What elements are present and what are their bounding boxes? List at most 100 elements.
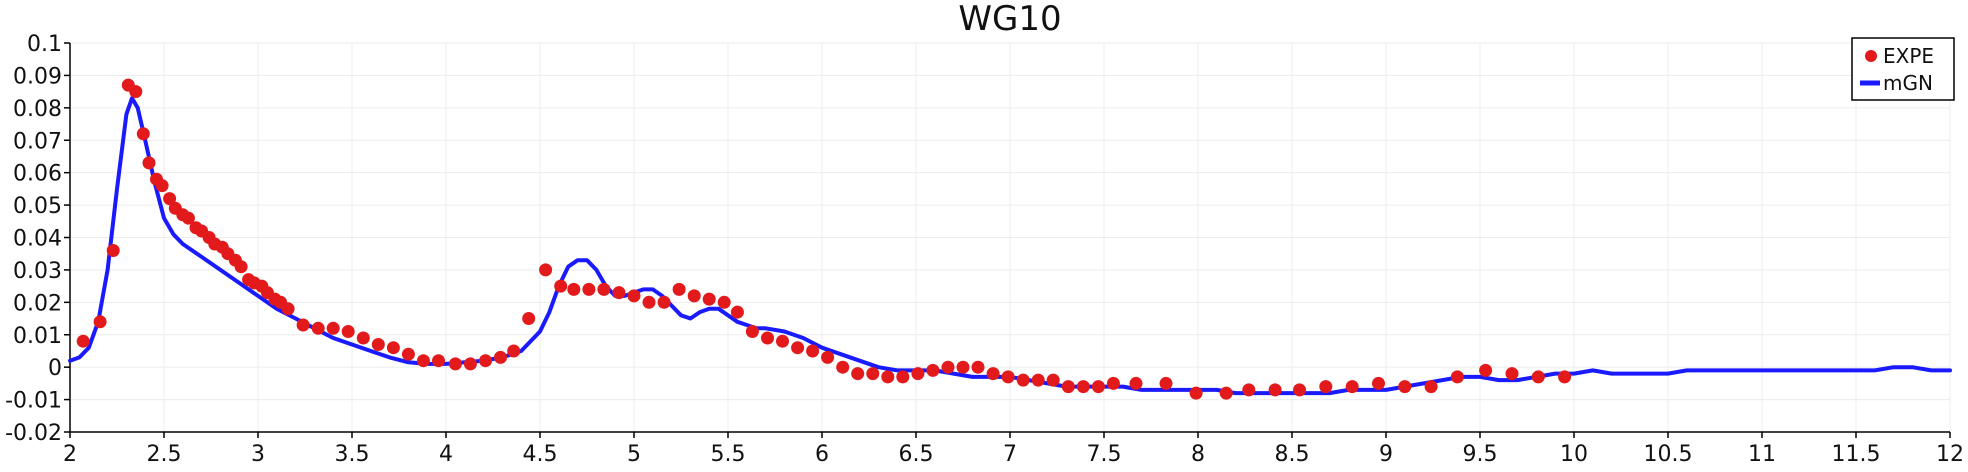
data-point-expe <box>1372 376 1385 390</box>
legend-marker-expe <box>1865 50 1877 62</box>
data-point-expe <box>356 331 370 345</box>
data-point-expe <box>1016 373 1030 387</box>
data-point-expe <box>896 370 910 384</box>
data-point-expe <box>129 85 143 99</box>
y-tick-label: 0.1 <box>27 32 62 57</box>
data-point-expe <box>1106 376 1120 390</box>
data-point-expe <box>311 321 325 335</box>
x-tick-label: 7 <box>1003 442 1017 467</box>
data-point-expe <box>717 295 731 309</box>
x-tick-label: 5.5 <box>711 442 746 467</box>
x-tick-label: 3 <box>251 442 265 467</box>
data-point-expe <box>386 341 400 355</box>
data-point-expe <box>507 344 521 358</box>
x-tick-label: 8.5 <box>1275 442 1310 467</box>
data-point-expe <box>479 354 492 368</box>
data-point-expe <box>1046 373 1060 387</box>
data-point-expe <box>371 338 385 351</box>
data-point-expe <box>401 347 415 361</box>
data-point-expe <box>836 360 850 374</box>
data-point-expe <box>866 367 880 381</box>
data-point-expe <box>1001 370 1015 384</box>
data-point-expe <box>1219 386 1233 400</box>
data-point-expe <box>416 354 430 368</box>
data-point-expe <box>1031 373 1045 387</box>
x-tick-label: 10 <box>1560 442 1588 467</box>
data-point-expe <box>463 357 477 371</box>
data-point-expe <box>1189 386 1203 400</box>
data-point-expe <box>627 289 641 303</box>
data-point-expe <box>554 279 568 293</box>
data-point-expe <box>1091 380 1105 394</box>
data-point-expe <box>776 334 789 348</box>
data-point-expe <box>1129 376 1143 390</box>
y-tick-label: 0.03 <box>13 259 62 284</box>
data-point-expe <box>657 295 671 309</box>
legend-box <box>1851 37 1955 101</box>
data-point-expe <box>687 289 701 303</box>
data-point-expe <box>106 244 120 257</box>
mgn-series <box>68 96 1952 396</box>
data-point-expe <box>821 350 835 364</box>
y-tick-label: 0.04 <box>13 227 62 252</box>
legend: EXPE mGN <box>1851 37 1955 101</box>
x-tick-label: 4.5 <box>523 442 558 467</box>
data-point-expe <box>1479 363 1493 377</box>
y-tick-label: -0.02 <box>5 421 62 446</box>
y-tick-label: 0.08 <box>13 97 62 122</box>
data-point-expe <box>155 179 169 193</box>
legend-label-mgn: mGN <box>1883 71 1933 95</box>
data-point-expe <box>642 295 656 309</box>
data-point-expe <box>234 260 248 274</box>
data-point-expe <box>1293 383 1306 397</box>
data-point-expe <box>761 331 774 345</box>
data-point-expe <box>76 334 90 348</box>
data-point-expe <box>432 354 445 368</box>
data-point-expe <box>1319 380 1333 394</box>
data-point-expe <box>941 360 955 374</box>
data-point-expe <box>1505 367 1519 381</box>
data-point-expe <box>926 363 940 377</box>
data-point-expe <box>522 312 536 325</box>
data-point-expe <box>745 325 759 338</box>
x-tick-label: 7.5 <box>1087 442 1122 467</box>
data-point-expe <box>986 367 1000 381</box>
data-point-expe <box>1268 383 1282 397</box>
x-tick-label: 3.5 <box>335 442 370 467</box>
data-point-expe <box>702 292 716 306</box>
y-tick-label: 0 <box>48 356 62 381</box>
data-point-expe <box>1076 380 1090 394</box>
data-point-expe <box>1450 370 1464 384</box>
data-point-expe <box>851 367 865 381</box>
x-tick-label: 12 <box>1936 442 1964 467</box>
data-point-expe <box>971 360 985 374</box>
data-point-expe <box>281 302 295 316</box>
data-point-expe <box>881 370 895 384</box>
data-point-expe <box>1531 370 1545 384</box>
data-point-expe <box>1558 370 1572 384</box>
data-point-expe <box>296 318 310 332</box>
data-point-expe <box>612 286 626 300</box>
chart-title: WG10 <box>958 0 1061 39</box>
y-tick-label: 0.09 <box>13 64 62 89</box>
data-point-expe <box>956 360 970 374</box>
data-point-expe <box>326 321 340 335</box>
x-tick-label: 6 <box>815 442 829 467</box>
y-tick-label: -0.01 <box>5 389 62 414</box>
x-tick-label: 9.5 <box>1463 442 1498 467</box>
data-point-expe <box>1424 380 1438 394</box>
data-point-expe <box>791 341 805 355</box>
data-point-expe <box>539 263 553 277</box>
x-tick-label: 9 <box>1379 442 1393 467</box>
data-point-expe <box>672 282 686 296</box>
x-tick-label: 5 <box>627 442 641 467</box>
data-point-expe <box>597 282 611 296</box>
x-tick-label: 8 <box>1191 442 1205 467</box>
data-point-expe <box>136 127 150 141</box>
data-point-expe <box>1398 380 1412 394</box>
y-tick-label: 0.05 <box>13 194 62 219</box>
y-tick-label: 0.06 <box>13 162 62 187</box>
data-point-expe <box>142 156 156 170</box>
